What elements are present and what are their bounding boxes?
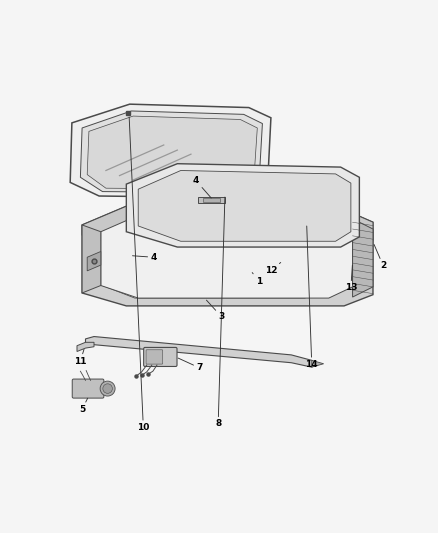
Text: 7: 7 — [178, 358, 202, 373]
Polygon shape — [299, 213, 313, 225]
Polygon shape — [352, 219, 372, 297]
Polygon shape — [198, 197, 225, 203]
Polygon shape — [102, 236, 325, 298]
FancyBboxPatch shape — [72, 379, 104, 398]
Polygon shape — [82, 206, 372, 251]
Polygon shape — [303, 228, 311, 238]
Polygon shape — [202, 198, 219, 202]
Polygon shape — [80, 111, 262, 192]
Text: 4: 4 — [132, 253, 156, 262]
Polygon shape — [88, 228, 335, 305]
Text: 11: 11 — [74, 350, 86, 366]
Polygon shape — [85, 336, 316, 367]
Polygon shape — [138, 171, 350, 241]
Polygon shape — [126, 164, 359, 247]
Polygon shape — [311, 360, 323, 367]
Polygon shape — [101, 215, 352, 298]
Polygon shape — [87, 252, 101, 271]
FancyBboxPatch shape — [143, 348, 177, 367]
Polygon shape — [82, 206, 372, 306]
Circle shape — [100, 381, 115, 396]
Text: 4: 4 — [192, 176, 211, 198]
Circle shape — [102, 384, 112, 393]
Text: 5: 5 — [79, 398, 88, 414]
Text: 13: 13 — [344, 265, 356, 293]
Polygon shape — [82, 225, 101, 293]
Polygon shape — [70, 104, 270, 198]
Polygon shape — [87, 116, 257, 189]
Text: 14: 14 — [305, 226, 318, 369]
Text: 8: 8 — [215, 197, 224, 429]
Text: 3: 3 — [206, 300, 224, 321]
Text: 10: 10 — [129, 117, 149, 432]
Polygon shape — [77, 342, 94, 351]
Text: 2: 2 — [373, 245, 385, 270]
Text: 12: 12 — [264, 262, 280, 276]
FancyBboxPatch shape — [146, 350, 162, 364]
Text: 1: 1 — [251, 272, 261, 286]
